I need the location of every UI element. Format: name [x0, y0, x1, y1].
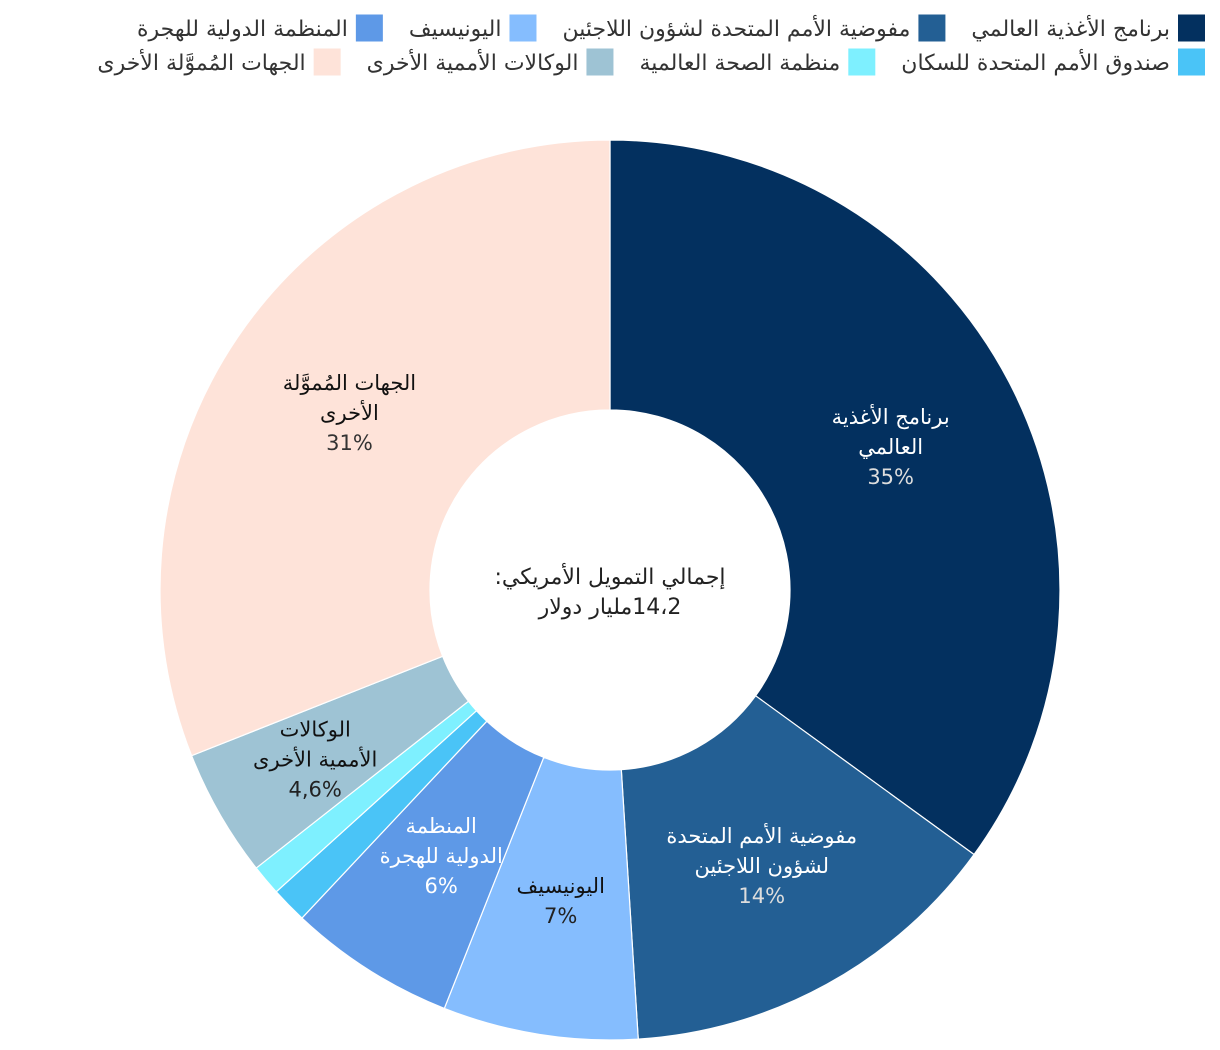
center-label: إجمالي التمويل الأمريكي: 14،2مليار دولار — [494, 563, 725, 620]
legend-swatch — [586, 48, 614, 76]
legend-label: منظمة الصحة العالمية — [639, 51, 840, 76]
legend-label: المنظمة الدولية للهجرة — [137, 17, 348, 42]
legend-label: اليونيسيف — [409, 17, 502, 42]
legend-item: صندوق الأمم المتحدة للسكان — [901, 48, 1205, 76]
slice-label-wfp-line1: برنامج الأغذية — [832, 404, 950, 429]
slice-label-iom-line2: الدولية للهجرة — [380, 844, 503, 868]
slice-pct-unicef: 7% — [544, 904, 577, 928]
legend-item: الجهات المُموَّلة الأخرى — [97, 48, 341, 76]
slice-pct-iom: 6% — [425, 874, 458, 898]
legend-label: صندوق الأمم المتحدة للسكان — [901, 49, 1170, 76]
slice-wfp — [609, 139, 1061, 856]
slice-unhcr — [620, 694, 975, 1040]
slice-label-unhcr-line2: لشؤون اللاجئين — [694, 854, 829, 878]
slice-label-unicef-line1: اليونيسيف — [517, 874, 605, 898]
slice-pct-unhcr: 14% — [738, 884, 785, 908]
legend-swatch — [355, 14, 383, 42]
slice-label-other_un-line2: الأممية الأخرى — [253, 746, 377, 771]
slice-label-unhcr-line1: مفوضية الأمم المتحدة — [666, 823, 857, 849]
slice-other — [159, 139, 611, 757]
slice-label-unhcr: مفوضية الأمم المتحدة لشؤون اللاجئين 14% — [666, 823, 857, 908]
center-label-line1: إجمالي التمويل الأمريكي: — [494, 563, 725, 590]
legend-label: مفوضية الأمم المتحدة لشؤون اللاجئين — [562, 15, 910, 42]
chart-legend: برنامج الأغذية العالمي مفوضية الأمم المتح… — [97, 14, 1205, 76]
legend-swatch — [509, 14, 537, 42]
legend-swatch — [313, 48, 341, 76]
donut-slices — [159, 139, 1061, 1041]
legend-item: مفوضية الأمم المتحدة لشؤون اللاجئين — [562, 14, 946, 42]
slice-labels: برنامج الأغذية العالمي 35% مفوضية الأمم الم… — [253, 371, 950, 928]
legend-item: برنامج الأغذية العالمي — [971, 14, 1205, 42]
legend-swatch — [1178, 14, 1205, 42]
legend-label: برنامج الأغذية العالمي — [971, 15, 1170, 42]
legend-swatch — [848, 48, 876, 76]
legend-swatch — [918, 14, 946, 42]
slice-label-other-line2: الأخرى — [320, 400, 379, 425]
slice-pct-wfp: 35% — [867, 465, 914, 489]
slice-label-unicef: اليونيسيف 7% — [517, 874, 605, 928]
slice-label-other_un: الوكالات الأممية الأخرى 4,6% — [253, 717, 377, 801]
legend-swatch — [1178, 48, 1205, 76]
slice-pct-other: 31% — [326, 431, 373, 455]
slice-label-other: الجهات المُموَّلة الأخرى 31% — [283, 371, 416, 455]
slice-pct-other_un: 4,6% — [289, 777, 342, 801]
legend-item: الوكالات الأممية الأخرى — [367, 48, 614, 76]
legend-item: منظمة الصحة العالمية — [639, 48, 876, 76]
slice-label-other-line1: الجهات المُموَّلة — [283, 371, 416, 395]
legend-item: المنظمة الدولية للهجرة — [137, 14, 383, 42]
legend-item: اليونيسيف — [409, 14, 537, 42]
center-label-line2: 14،2مليار دولار — [538, 595, 682, 620]
legend-label: الجهات المُموَّلة الأخرى — [97, 49, 305, 76]
legend-label: الوكالات الأممية الأخرى — [367, 49, 579, 76]
slice-label-iom-line1: المنظمة — [406, 814, 477, 838]
slice-label-other_un-line1: الوكالات — [280, 717, 351, 741]
slice-label-wfp-line2: العالمي — [858, 435, 923, 459]
slice-label-wfp: برنامج الأغذية العالمي 35% — [832, 404, 950, 489]
slice-label-iom: المنظمة الدولية للهجرة 6% — [380, 814, 503, 898]
